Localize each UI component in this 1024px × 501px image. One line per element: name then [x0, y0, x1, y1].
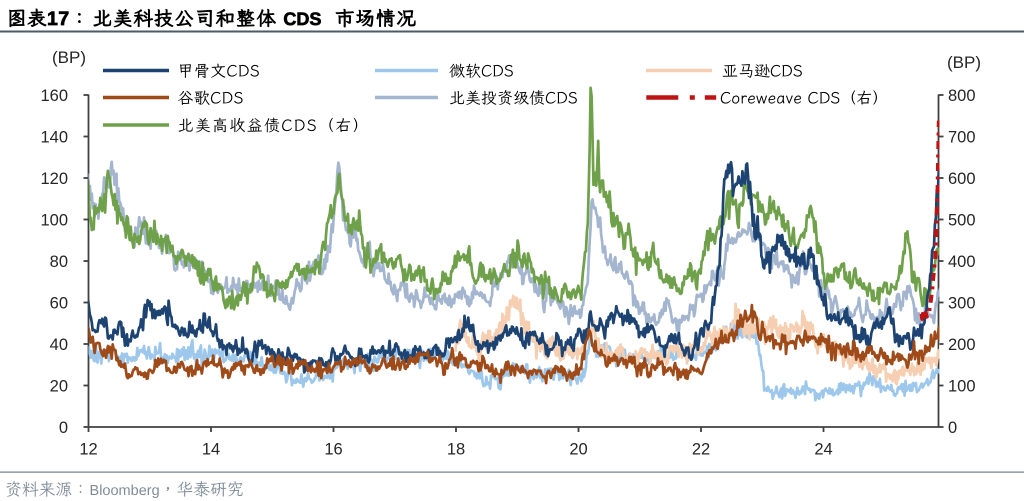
- svg-text:22: 22: [692, 441, 710, 459]
- svg-text:60: 60: [50, 295, 68, 313]
- svg-text:140: 140: [40, 129, 68, 147]
- svg-text:200: 200: [948, 336, 976, 354]
- svg-text:300: 300: [948, 295, 976, 313]
- svg-text:14: 14: [202, 441, 220, 459]
- svg-text:100: 100: [948, 378, 976, 396]
- svg-text:(BP): (BP): [947, 53, 981, 72]
- svg-text:20: 20: [569, 441, 587, 459]
- svg-text:80: 80: [50, 253, 68, 271]
- svg-text:18: 18: [447, 441, 465, 459]
- svg-text:160: 160: [40, 87, 68, 105]
- svg-text:16: 16: [324, 441, 342, 459]
- svg-text:800: 800: [948, 87, 976, 105]
- svg-text:24: 24: [814, 441, 832, 459]
- svg-text:(BP): (BP): [52, 48, 86, 67]
- svg-text:700: 700: [948, 129, 976, 147]
- svg-text:0: 0: [948, 419, 957, 437]
- svg-text:100: 100: [40, 212, 68, 230]
- svg-text:0: 0: [59, 419, 68, 437]
- svg-text:600: 600: [948, 170, 976, 188]
- svg-text:500: 500: [948, 212, 976, 230]
- svg-text:40: 40: [50, 336, 68, 354]
- svg-text:20: 20: [50, 378, 68, 396]
- svg-text:120: 120: [40, 170, 68, 188]
- svg-text:400: 400: [948, 253, 976, 271]
- svg-text:12: 12: [79, 441, 97, 459]
